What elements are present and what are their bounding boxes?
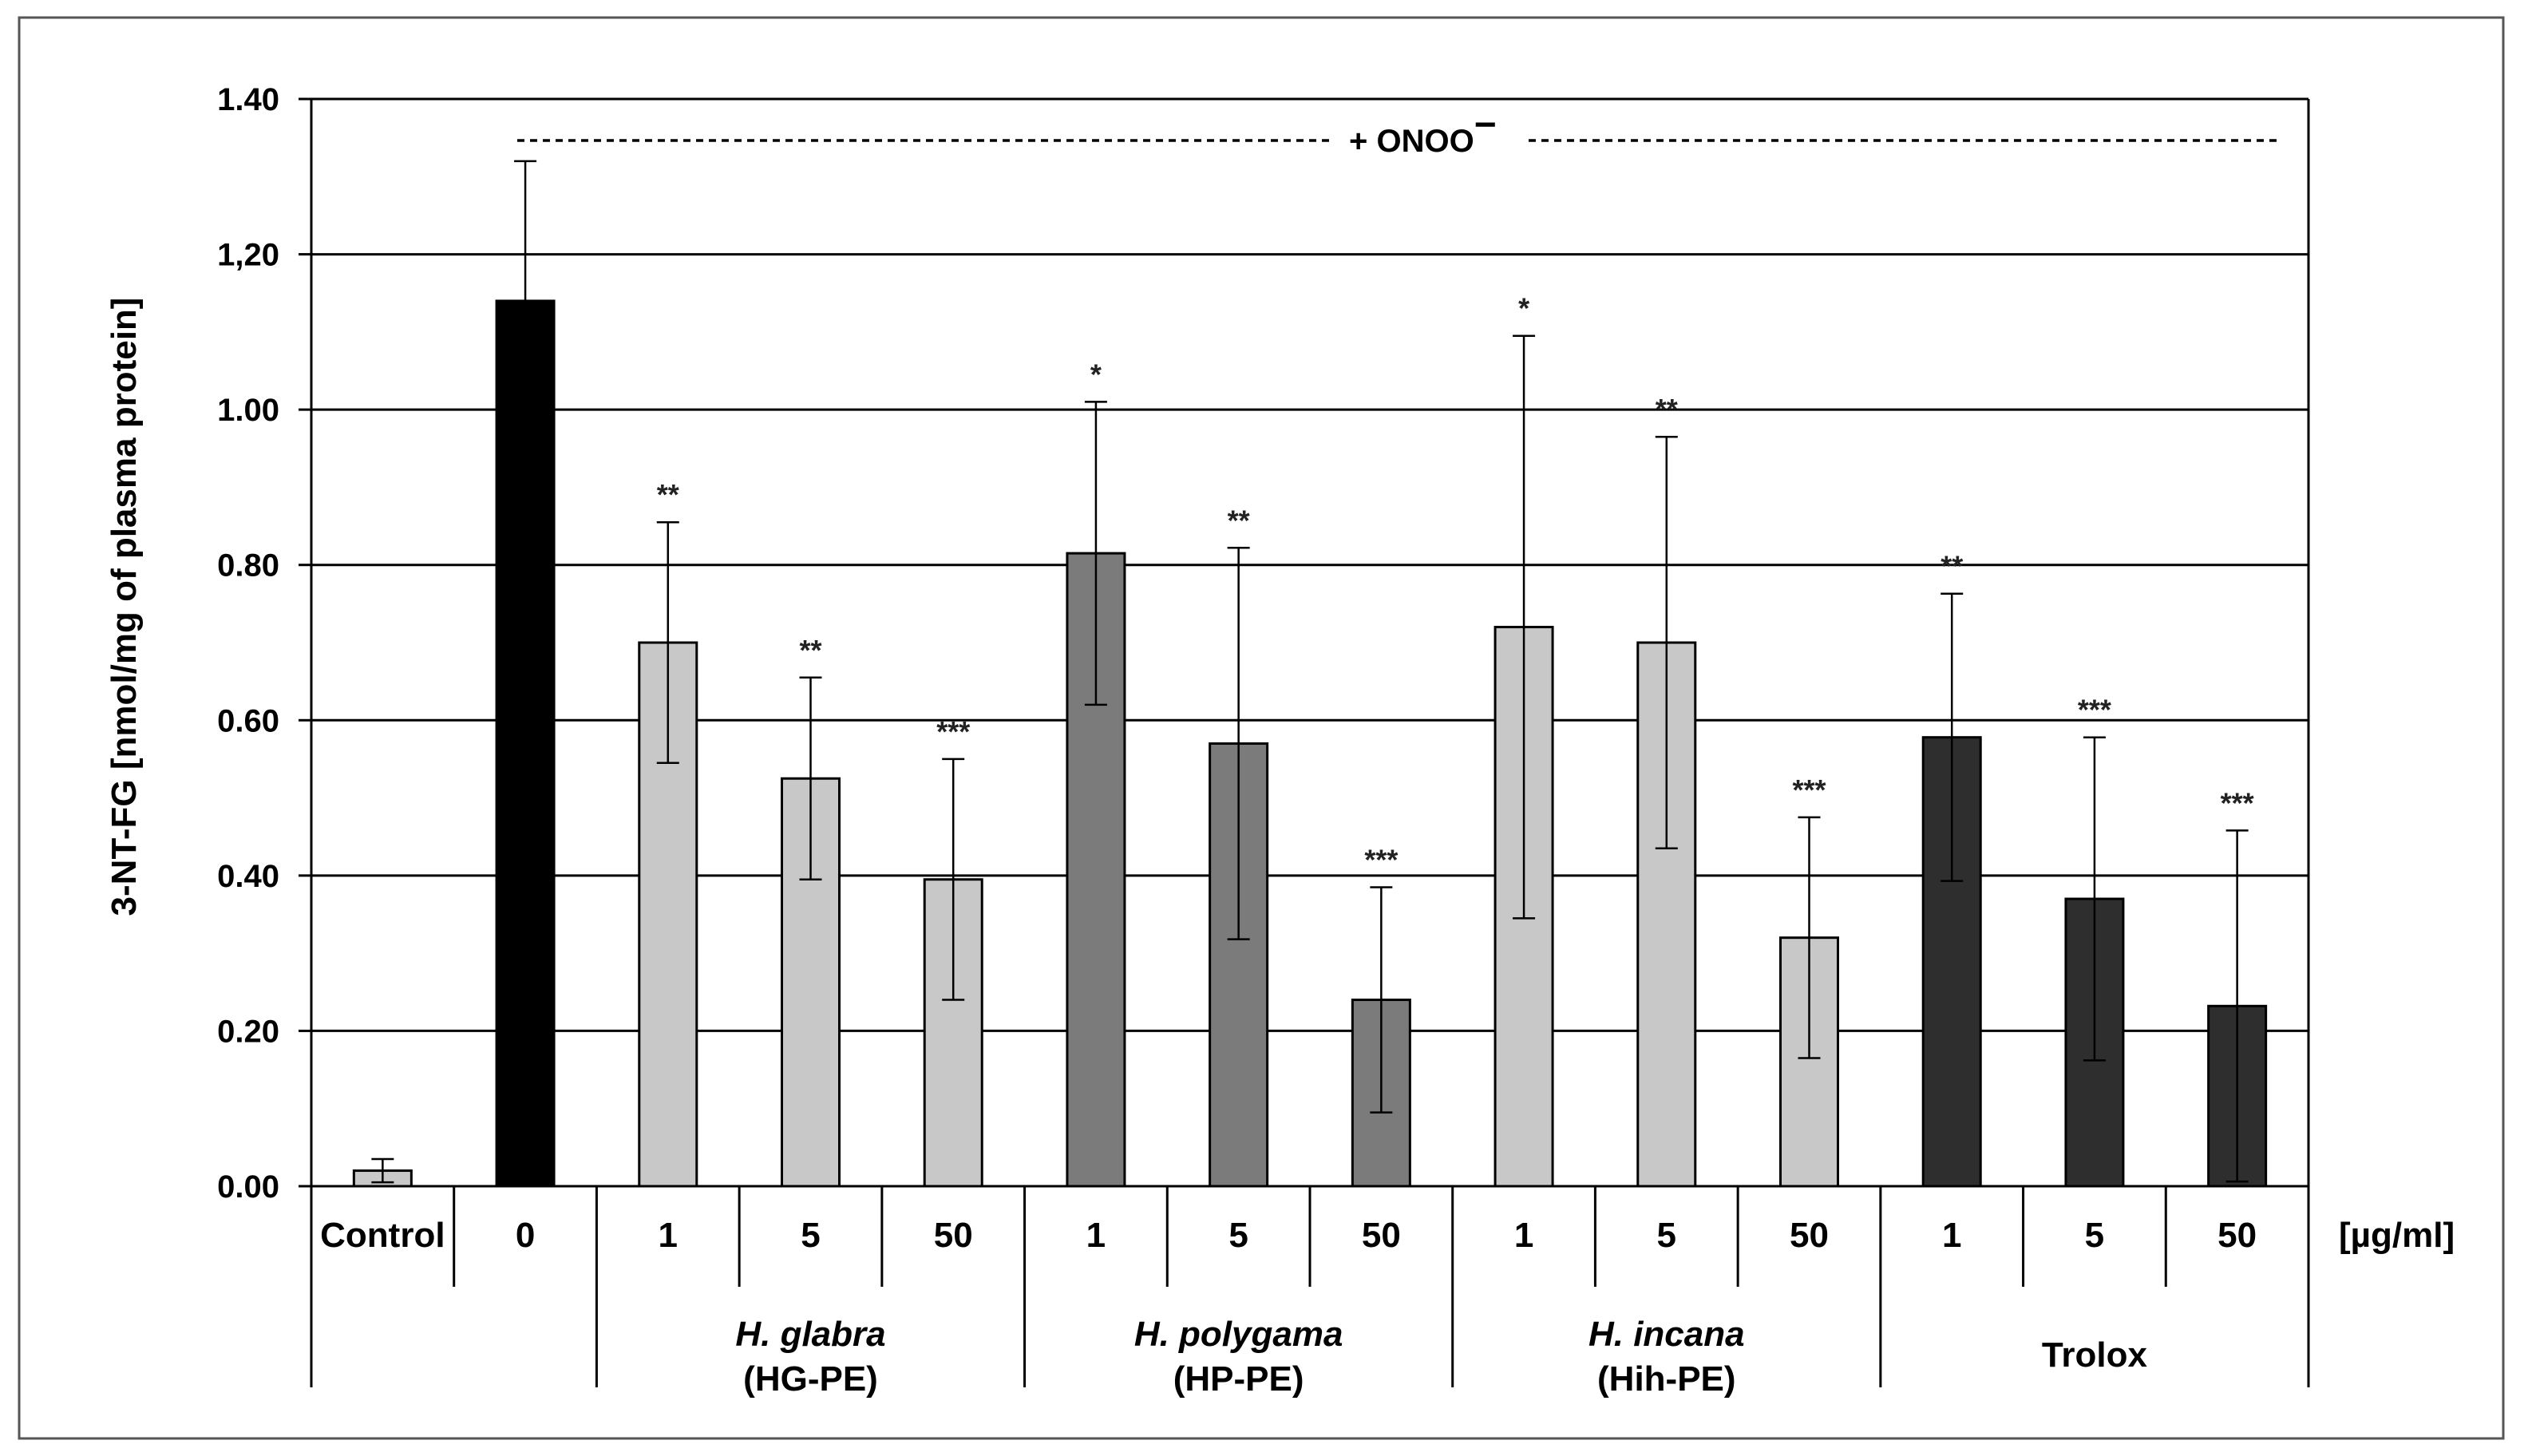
unit-label: [µg/ml]	[2339, 1216, 2455, 1255]
y-tick-label: 1.00	[217, 393, 279, 428]
significance-label: ***	[2078, 694, 2111, 726]
significance-label: ***	[2221, 786, 2254, 819]
group-name-label: Trolox	[2042, 1335, 2148, 1375]
category-label: 1	[659, 1216, 678, 1255]
y-tick-label: 0.80	[217, 548, 279, 584]
group-name-label: H. glabra	[735, 1315, 885, 1354]
significance-label: **	[1228, 504, 1250, 536]
group-name-label: H. incana	[1588, 1315, 1745, 1354]
category-label: 1	[1942, 1216, 1961, 1255]
significance-label: **	[1656, 393, 1678, 425]
category-label: 5	[1228, 1216, 1248, 1255]
y-tick-label: 0.00	[217, 1169, 279, 1205]
category-label: 1	[1514, 1216, 1533, 1255]
y-axis-label: 3-NT-FG [nmol/mg of plasma protein]	[105, 298, 144, 916]
annotation-label: + ONOO−	[1349, 104, 1497, 159]
y-tick-label: 1.40	[217, 82, 279, 117]
category-label: 50	[1362, 1216, 1401, 1255]
group-name-label: H. polygama	[1134, 1315, 1343, 1354]
significance-label: **	[1941, 550, 1963, 583]
category-label: 50	[1790, 1216, 1829, 1255]
bar	[495, 299, 556, 1188]
y-tick-label: 0.60	[217, 703, 279, 738]
labels: 0.00 0.20 0.40 0.60 0.80 1.00 1,20 1.40 Control 0…	[217, 82, 2257, 1399]
group-sub-label: (HP-PE)	[1173, 1359, 1304, 1399]
bars	[352, 160, 2268, 1188]
significance-label: ***	[936, 715, 970, 748]
significance-label: *	[1090, 358, 1102, 390]
significance-label: ***	[1364, 843, 1398, 876]
significance-label: ***	[1792, 774, 1826, 806]
y-tick-label: 1,20	[217, 238, 279, 273]
category-label: 5	[1657, 1216, 1676, 1255]
category-label: 50	[934, 1216, 973, 1255]
y-tick-label: 0.40	[217, 859, 279, 894]
category-label: 50	[2217, 1216, 2257, 1255]
y-tick-label: 0.20	[217, 1014, 279, 1049]
group-sub-label: (Hih-PE)	[1597, 1359, 1736, 1399]
significance-label: **	[657, 478, 679, 511]
significance-label: **	[799, 634, 821, 667]
group-sub-label: (HG-PE)	[743, 1359, 878, 1399]
category-label: 0	[516, 1216, 535, 1255]
category-label: 5	[801, 1216, 820, 1255]
category-label: Control	[320, 1216, 445, 1255]
significance-label: *	[1518, 292, 1529, 325]
category-label: 1	[1086, 1216, 1106, 1255]
onoo-annotation: + ONOO−	[517, 104, 2277, 159]
category-label: 5	[2085, 1216, 2104, 1255]
